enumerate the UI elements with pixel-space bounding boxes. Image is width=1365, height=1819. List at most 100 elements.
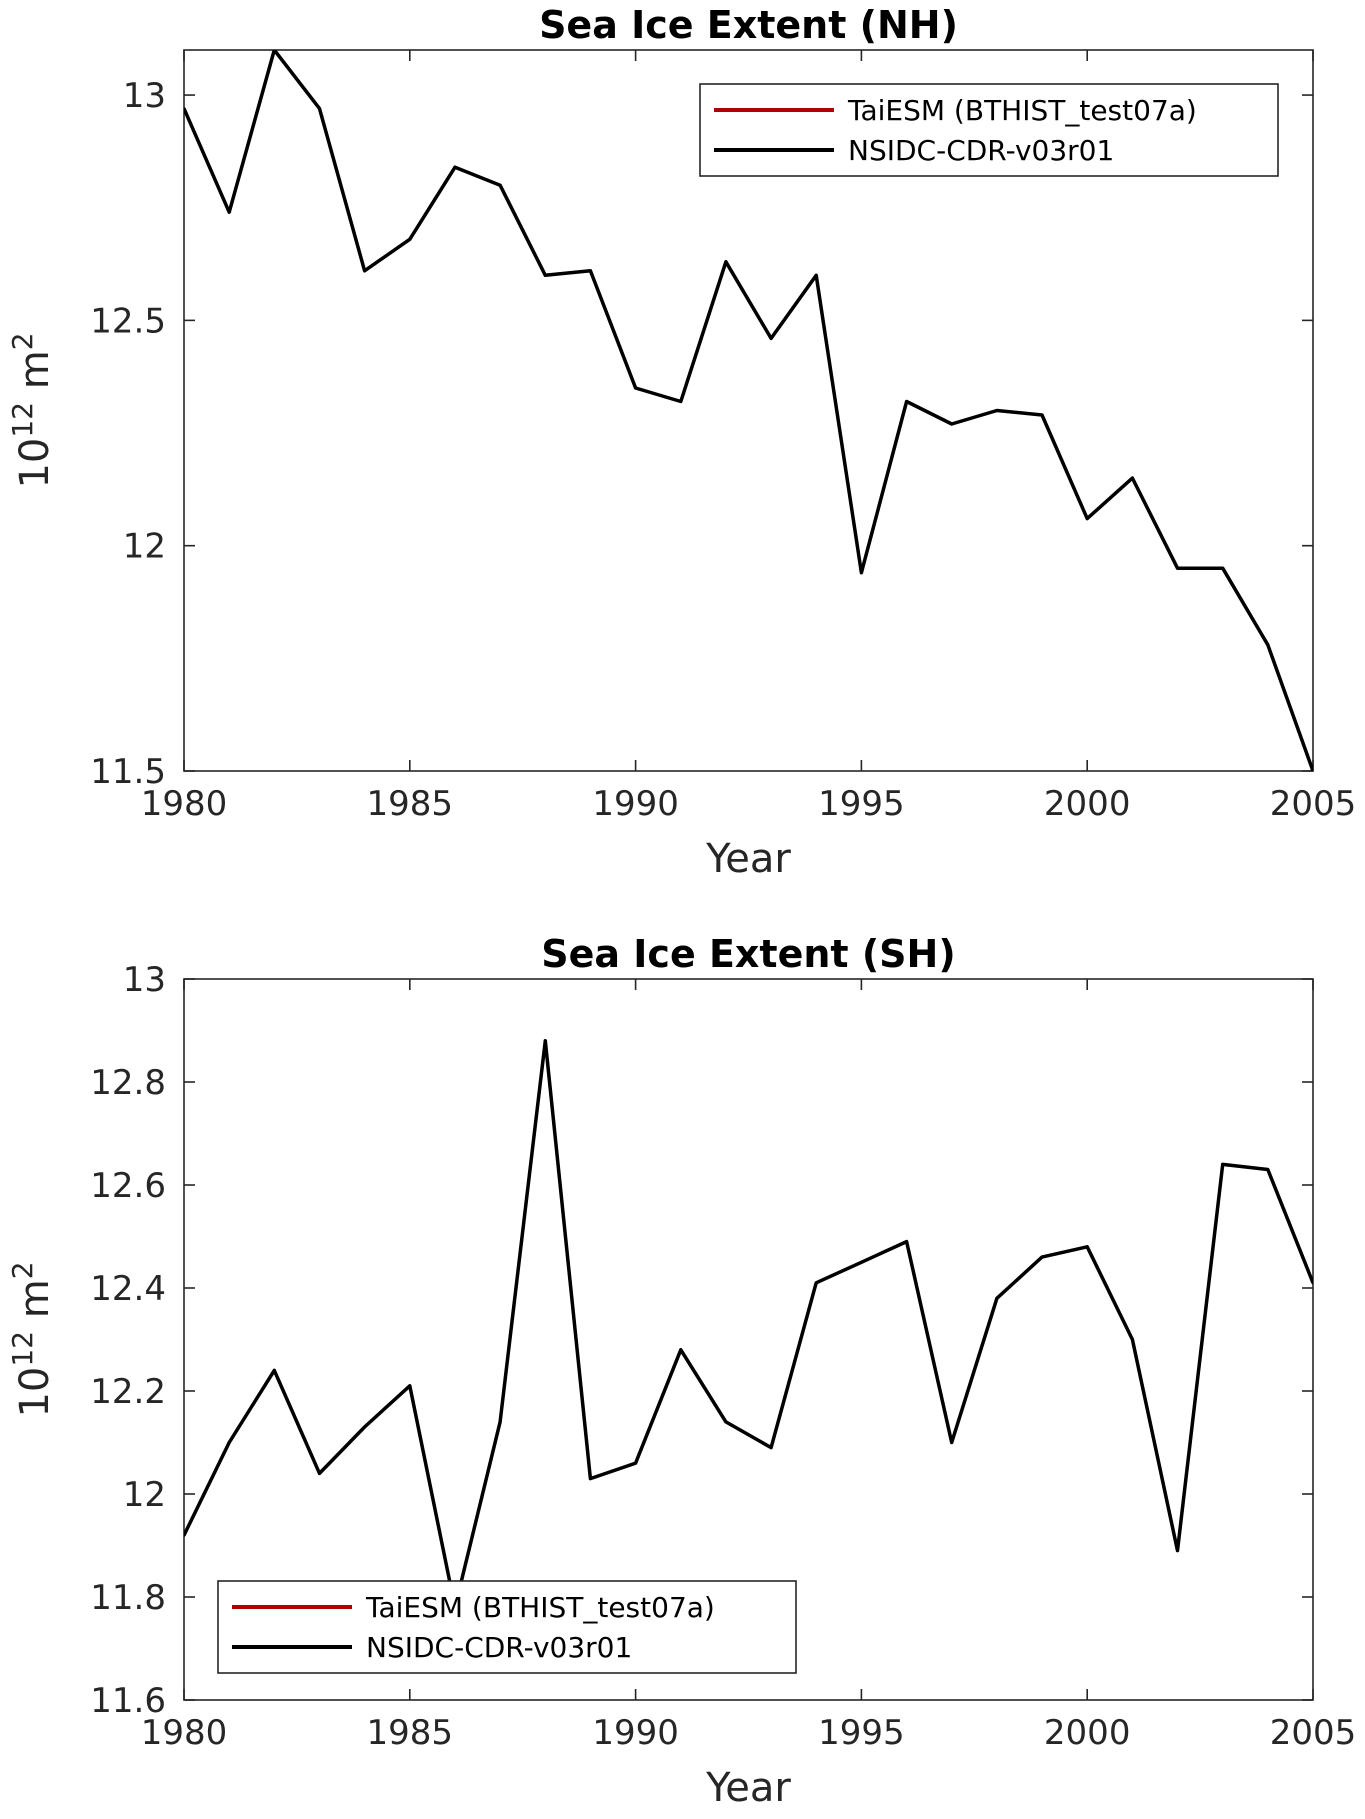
x-tick-label: 1995 — [818, 784, 905, 824]
data-point — [184, 1533, 186, 1537]
data-point — [859, 571, 863, 575]
data-point — [272, 50, 276, 52]
x-tick-label: 1995 — [818, 1713, 905, 1753]
data-point — [634, 1461, 638, 1465]
data-point — [272, 1368, 276, 1372]
data-point — [1040, 413, 1044, 417]
x-tick-label: 2000 — [1044, 784, 1131, 824]
data-point — [498, 183, 502, 187]
series-line-2 — [184, 1039, 1313, 1610]
legend-label-1: TaiESM (BTHIST_test07a) — [365, 1591, 715, 1624]
y-axis-title-exponent: 12 — [6, 1331, 39, 1367]
data-point — [1176, 566, 1180, 570]
y-tick-label: 12 — [123, 1475, 166, 1515]
x-tick-label: 1980 — [141, 1713, 228, 1753]
data-point — [408, 1384, 412, 1388]
data-point — [227, 210, 231, 214]
y-tick-label: 12.8 — [90, 1063, 166, 1103]
data-point — [905, 399, 909, 403]
legend: TaiESM (BTHIST_test07a) NSIDC-CDR-v03r01 — [699, 83, 1279, 177]
x-tick-label: 1990 — [592, 784, 679, 824]
y-tick-label: 12.4 — [90, 1269, 166, 1309]
data-point — [543, 273, 547, 277]
y-tick-label: 12.5 — [90, 301, 166, 341]
data-point — [1176, 1549, 1180, 1553]
y-axis-title-unit: m — [12, 1279, 58, 1331]
plot-area — [183, 978, 1314, 1701]
data-point — [995, 409, 999, 412]
x-tick-label: 2000 — [1044, 1713, 1131, 1753]
data-point — [588, 269, 592, 273]
x-tick-label: 1990 — [592, 1713, 679, 1753]
x-tick-label: 2005 — [1270, 784, 1357, 824]
data-point — [769, 336, 773, 340]
data-point — [363, 1425, 367, 1429]
data-point — [498, 1420, 502, 1424]
y-tick-label: 12.6 — [90, 1166, 166, 1206]
x-axis-title: Year — [705, 836, 791, 882]
data-point — [363, 269, 367, 273]
data-point — [1311, 769, 1313, 771]
data-point — [1085, 517, 1089, 521]
y-axis-title-base: 10 — [12, 1367, 58, 1418]
data-point — [724, 1420, 728, 1424]
y-tick-label: 13 — [123, 960, 166, 1000]
data-point — [634, 386, 638, 390]
x-axis-title: Year — [705, 1765, 791, 1811]
data-point — [1040, 1255, 1044, 1259]
y-tick-label: 13 — [123, 76, 166, 116]
x-tick-label: 2005 — [1270, 1713, 1357, 1753]
legend-box — [699, 83, 1279, 177]
data-point — [408, 237, 412, 241]
data-point — [1130, 1338, 1134, 1341]
legend-label-2: NSIDC-CDR-v03r01 — [848, 134, 1114, 167]
data-point — [1266, 643, 1270, 647]
series-line-2 — [184, 50, 1313, 771]
data-point — [769, 1446, 773, 1450]
legend-label-2: NSIDC-CDR-v03r01 — [366, 1631, 632, 1664]
y-tick-label: 11.8 — [90, 1578, 166, 1618]
y-tick-label: 12 — [123, 527, 166, 567]
data-point — [543, 1039, 547, 1043]
y-axis-title-unit-exponent: 2 — [6, 332, 39, 350]
data-point — [814, 1281, 818, 1285]
x-tick-label: 1985 — [367, 1713, 454, 1753]
data-point — [184, 107, 186, 111]
legend: TaiESM (BTHIST_test07a) NSIDC-CDR-v03r01 — [217, 1580, 797, 1674]
data-point — [1085, 1245, 1089, 1249]
chart-1: Sea Ice Extent (NH) 1980 1985 1990 1995 2000 2… — [6, 3, 1356, 882]
legend-box — [217, 1580, 797, 1674]
legend-label-1: TaiESM (BTHIST_test07a) — [847, 94, 1197, 127]
data-point — [1221, 566, 1225, 570]
y-axis-title: 1012 m2 — [6, 1261, 58, 1417]
y-tick-label: 11.5 — [90, 752, 166, 792]
y-tick-label: 12.2 — [90, 1372, 166, 1412]
data-point — [950, 1441, 954, 1444]
chart-title: Sea Ice Extent (SH) — [541, 932, 955, 976]
data-point — [227, 1441, 231, 1444]
y-axis-title-base: 10 — [12, 438, 58, 489]
data-point — [679, 399, 683, 403]
x-tick-label: 1985 — [367, 784, 454, 824]
y-axis-title-unit: m — [12, 350, 58, 402]
data-point — [1311, 1281, 1313, 1285]
data-point — [814, 273, 818, 277]
data-point — [453, 165, 457, 169]
data-point — [1266, 1168, 1270, 1172]
data-point — [588, 1477, 592, 1481]
data-point — [859, 1260, 863, 1264]
chart-title: Sea Ice Extent (NH) — [539, 3, 958, 47]
data-point — [1130, 476, 1134, 480]
y-axis-title-exponent: 12 — [6, 402, 39, 438]
data-point — [905, 1240, 909, 1244]
y-axis-title: 1012 m2 — [6, 332, 58, 488]
data-point — [995, 1296, 999, 1300]
data-point — [1221, 1162, 1225, 1166]
y-axis-title-unit-exponent: 2 — [6, 1261, 39, 1279]
data-point — [679, 1348, 683, 1352]
data-point — [317, 107, 321, 111]
y-tick-label: 11.6 — [90, 1681, 166, 1721]
x-tick-label: 1980 — [141, 784, 228, 824]
data-point — [724, 260, 728, 264]
